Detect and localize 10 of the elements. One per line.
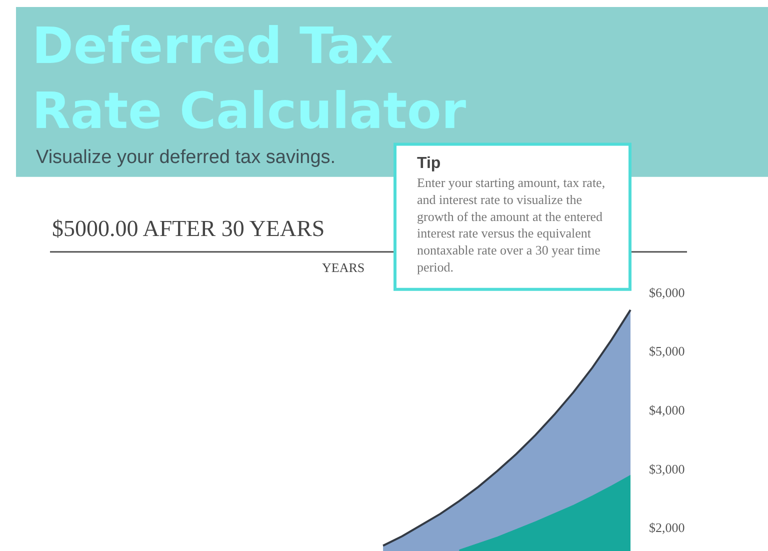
y-tick-label: $2,000 [649,520,685,536]
chart-title: $5000.00 AFTER 30 YEARS [52,216,325,242]
text: Enter your starting amount, tax rate, and interest rate to visualize the growth of the amount at the entered interest rate versus the equivalent nontaxable rate over a 30 year time period. [417,175,606,274]
y-tick-label: $6,000 [649,284,685,300]
text: YEARS [322,260,365,275]
y-tick-label: $3,000 [649,461,685,476]
text: Tip [417,155,441,172]
y-tick-label: $5,000 [649,344,685,359]
text: Visualize your deferred tax savings. [36,147,336,168]
y-tick-label: $4,000 [649,402,685,418]
